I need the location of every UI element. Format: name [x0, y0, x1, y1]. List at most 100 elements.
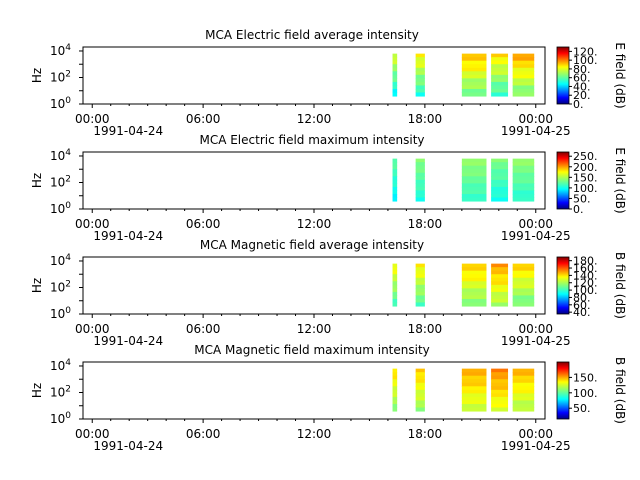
x-tick-label: 18:00 — [408, 322, 443, 336]
spectrogram-cell — [461, 400, 487, 405]
x-tick-label: 00:00 — [518, 322, 553, 336]
spectrogram-cell — [392, 298, 398, 304]
colorbar: 40.60.80.100.120.140.160.180. B field (dB… — [556, 252, 627, 319]
spectrogram-cell — [512, 270, 535, 275]
spectrogram-cell — [491, 270, 509, 275]
colorbar-gradient — [556, 46, 570, 105]
panel-title: MCA Electric field maximum intensity — [199, 133, 424, 147]
spectrogram-cell — [415, 60, 425, 65]
spectrogram-cell — [491, 183, 509, 188]
spectrogram-cell — [461, 396, 487, 401]
spectrogram-cell — [415, 386, 425, 391]
spectrogram-cell — [461, 379, 487, 384]
x-tick-label: 00:00 — [518, 217, 553, 231]
spectrogram-cell — [461, 53, 487, 58]
x-tick-label: 06:00 — [186, 112, 221, 126]
colorbar-tick-label: 250. — [573, 150, 598, 163]
spectrogram-cell — [392, 375, 398, 380]
y-tick-label: 104 — [50, 148, 71, 163]
spectrogram-segment — [392, 263, 398, 307]
y-tick-label: 102 — [50, 69, 71, 84]
spectrogram-cell — [461, 78, 487, 83]
x-tick-label: 12:00 — [297, 322, 332, 336]
spectrogram-cell — [461, 375, 487, 380]
spectrogram-cell — [392, 270, 398, 275]
colorbar-tick-label: 80. — [573, 63, 591, 76]
spectrogram-cell — [415, 67, 425, 72]
colorbar-tick-label: 180. — [573, 255, 598, 268]
colorbar-label: E field (dB) — [613, 147, 627, 213]
spectrogram-cell — [392, 183, 398, 188]
x-date-label: 1991-04-25 — [501, 124, 571, 138]
spectrogram-cell — [461, 368, 487, 373]
spectrogram-cell — [512, 396, 535, 401]
colorbar: 0.20.40.60.80.100.120. E field (dB) — [556, 42, 627, 111]
spectrogram-cell — [415, 407, 425, 412]
spectrogram-cell — [512, 176, 535, 181]
spectrogram-cell — [491, 158, 509, 163]
spectrogram-cell — [415, 179, 425, 184]
spectrogram-cell — [512, 277, 535, 282]
spectrogram-segment — [461, 53, 487, 97]
spectrogram-cell — [461, 169, 487, 174]
spectrogram-cell — [512, 368, 535, 373]
spectrogram-cell — [491, 372, 509, 377]
spectrogram-segment — [392, 368, 398, 412]
spectrogram-cell — [415, 281, 425, 286]
spectrogram-cell — [461, 270, 487, 275]
colorbar-tick-label: 20. — [573, 89, 591, 102]
spectrogram-cell — [491, 288, 509, 293]
spectrogram-cell — [392, 57, 398, 62]
spectrogram-cell — [392, 393, 398, 398]
spectrogram-cell — [512, 186, 535, 191]
spectrogram-cell — [512, 274, 535, 279]
spectrogram-cell — [512, 379, 535, 384]
spectrogram-cell — [512, 386, 535, 391]
spectrogram-cell — [392, 169, 398, 174]
colorbar: 50. 100. 150. B field (dB) — [556, 357, 627, 424]
spectrogram-segment — [491, 368, 509, 412]
spectrogram-cell — [392, 193, 398, 199]
spectrogram-cell — [461, 190, 487, 195]
spectrogram-cell — [461, 291, 487, 296]
x-tick-label: 00:00 — [75, 322, 110, 336]
y-tick-label: 102 — [50, 174, 71, 189]
spectrogram-cell — [491, 71, 509, 76]
spectrogram-cell — [392, 92, 398, 97]
spectrogram-cell — [415, 53, 425, 58]
spectrogram-cell — [512, 375, 535, 380]
spectrogram-cell — [512, 298, 535, 304]
spectrogram-cell — [415, 284, 425, 289]
spectrogram-cell — [512, 295, 535, 300]
spectrogram-cell — [461, 158, 487, 163]
spectrogram-cell — [512, 172, 535, 177]
x-date-label: 1991-04-24 — [93, 439, 163, 453]
spectrogram-cell — [491, 267, 509, 272]
spectrogram-cell — [512, 88, 535, 94]
spectrogram-cell — [461, 162, 487, 167]
spectrogram-cell — [392, 274, 398, 279]
spectrogram-cell — [415, 85, 425, 90]
spectrogram-cell — [491, 78, 509, 83]
spectrogram-cell — [415, 183, 425, 188]
spectrogram-cell — [415, 193, 425, 199]
spectrogram-cell — [392, 74, 398, 79]
colorbar-tick-label: 120. — [573, 277, 598, 290]
spectrogram-cell — [392, 190, 398, 195]
x-tick-label: 00:00 — [75, 427, 110, 441]
spectrogram-cell — [461, 179, 487, 184]
panel-2: MCA Electric field maximum intensity 100 1… — [30, 133, 627, 243]
spectrogram-cell — [415, 396, 425, 401]
spectrogram-segment — [461, 158, 487, 202]
colorbar-gradient — [556, 256, 570, 315]
spectrogram-cell — [415, 263, 425, 268]
spectrogram-cell — [512, 158, 535, 163]
y-axis-label: Hz — [30, 173, 44, 188]
spectrogram-cell — [415, 295, 425, 300]
spectrogram-cell — [461, 284, 487, 289]
spectrogram-segment — [512, 158, 535, 202]
x-tick-label: 00:00 — [75, 217, 110, 231]
spectrogram-cell — [415, 92, 425, 97]
spectrogram-cell — [512, 67, 535, 72]
spectrogram-cell — [491, 302, 509, 307]
